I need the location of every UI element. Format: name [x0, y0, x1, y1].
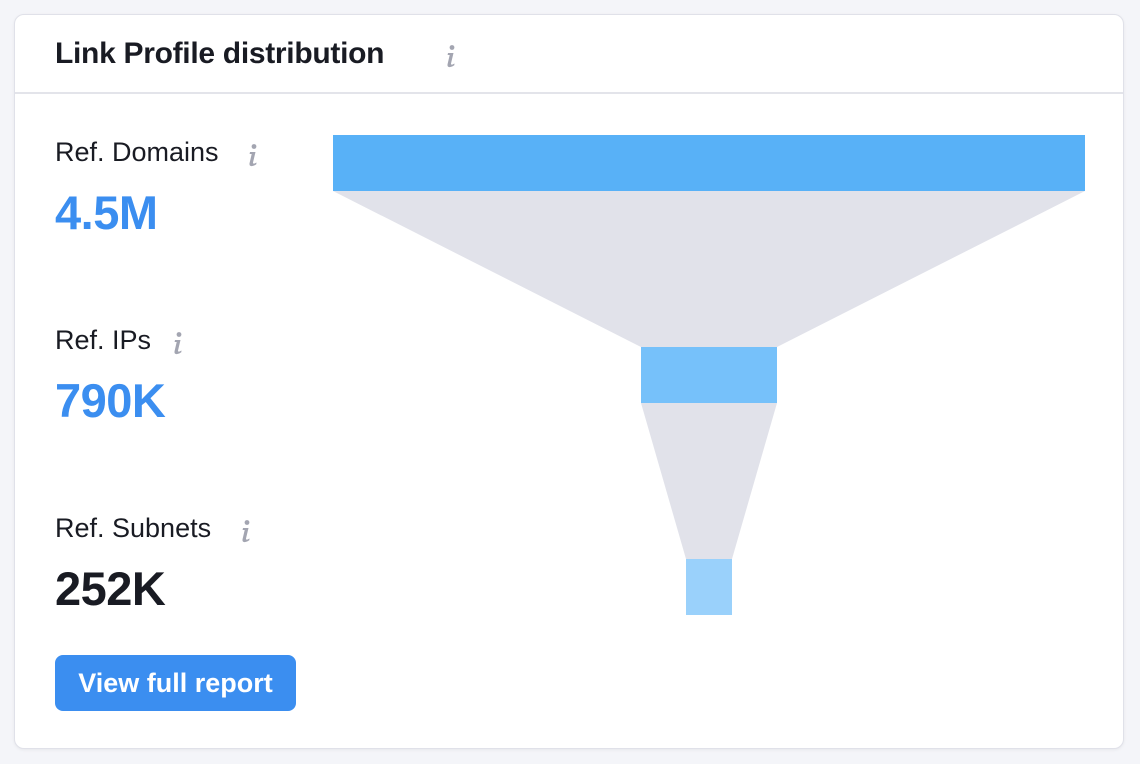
ref-domains-value[interactable]: 4.5M — [55, 186, 158, 239]
card-header: Link Profile distribution — [15, 15, 1123, 94]
ref-domains-label: Ref. Domains — [55, 137, 219, 167]
view-full-report-button[interactable]: View full report — [55, 655, 296, 711]
funnel-chart — [333, 135, 1085, 615]
title-info-icon[interactable] — [444, 44, 458, 68]
ref-domains-info-icon[interactable] — [246, 143, 260, 167]
funnel-connector-1 — [333, 191, 1085, 347]
funnel-bar-ref-ips — [641, 347, 777, 403]
funnel-bar-ref-domains — [333, 135, 1085, 191]
ref-ips-value[interactable]: 790K — [55, 374, 166, 427]
ref-subnets-label: Ref. Subnets — [55, 513, 212, 543]
ref-ips-info-icon[interactable] — [171, 331, 185, 355]
link-profile-card: Link Profile distribution Ref. Domains 4… — [14, 14, 1124, 749]
card-title: Link Profile distribution — [55, 37, 385, 70]
funnel-bar-ref-subnets — [686, 559, 732, 615]
ref-subnets-info-icon[interactable] — [239, 519, 253, 543]
ref-ips-label: Ref. IPs — [55, 325, 152, 355]
funnel-connector-2 — [641, 403, 777, 559]
ref-subnets-value: 252K — [55, 562, 166, 615]
